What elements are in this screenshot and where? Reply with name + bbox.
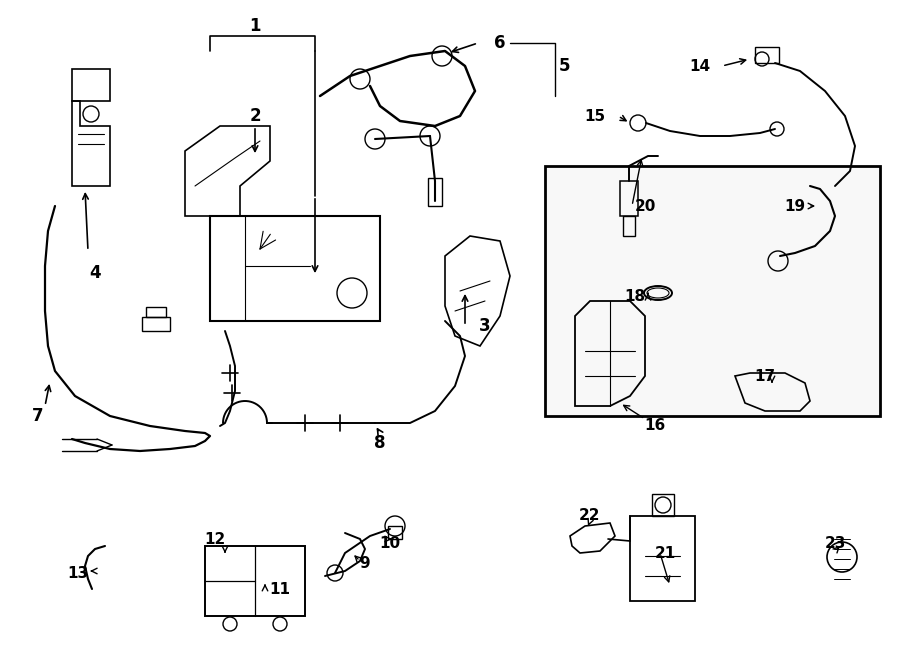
- Text: 3: 3: [479, 317, 490, 335]
- Bar: [210, 216, 380, 321]
- Text: 5: 5: [559, 57, 571, 75]
- Text: 1: 1: [249, 17, 261, 35]
- Text: 16: 16: [644, 418, 666, 434]
- Bar: [142, 317, 170, 331]
- Text: 19: 19: [785, 198, 806, 214]
- Text: 6: 6: [494, 34, 506, 52]
- Text: 22: 22: [580, 508, 601, 524]
- Text: 10: 10: [380, 535, 400, 551]
- Bar: [620, 181, 638, 216]
- Text: 8: 8: [374, 434, 386, 452]
- Bar: [652, 494, 674, 516]
- Text: 18: 18: [625, 288, 645, 303]
- Text: 11: 11: [269, 582, 291, 596]
- Text: 4: 4: [89, 264, 101, 282]
- Text: 23: 23: [824, 535, 846, 551]
- Text: 13: 13: [68, 566, 88, 580]
- Text: 21: 21: [654, 545, 676, 561]
- Bar: [623, 216, 635, 236]
- Text: 2: 2: [249, 107, 261, 125]
- Text: 7: 7: [32, 407, 44, 425]
- Text: 14: 14: [689, 59, 711, 73]
- Bar: [205, 546, 305, 616]
- Bar: [630, 516, 695, 601]
- Bar: [428, 178, 442, 206]
- Bar: [146, 307, 166, 317]
- Text: 12: 12: [204, 531, 226, 547]
- Text: 15: 15: [584, 108, 606, 124]
- Bar: [72, 69, 110, 101]
- Text: 17: 17: [754, 368, 776, 383]
- Bar: [388, 526, 402, 539]
- Text: 20: 20: [634, 198, 656, 214]
- Bar: [545, 166, 880, 416]
- Text: 9: 9: [360, 555, 370, 570]
- Bar: [755, 47, 779, 63]
